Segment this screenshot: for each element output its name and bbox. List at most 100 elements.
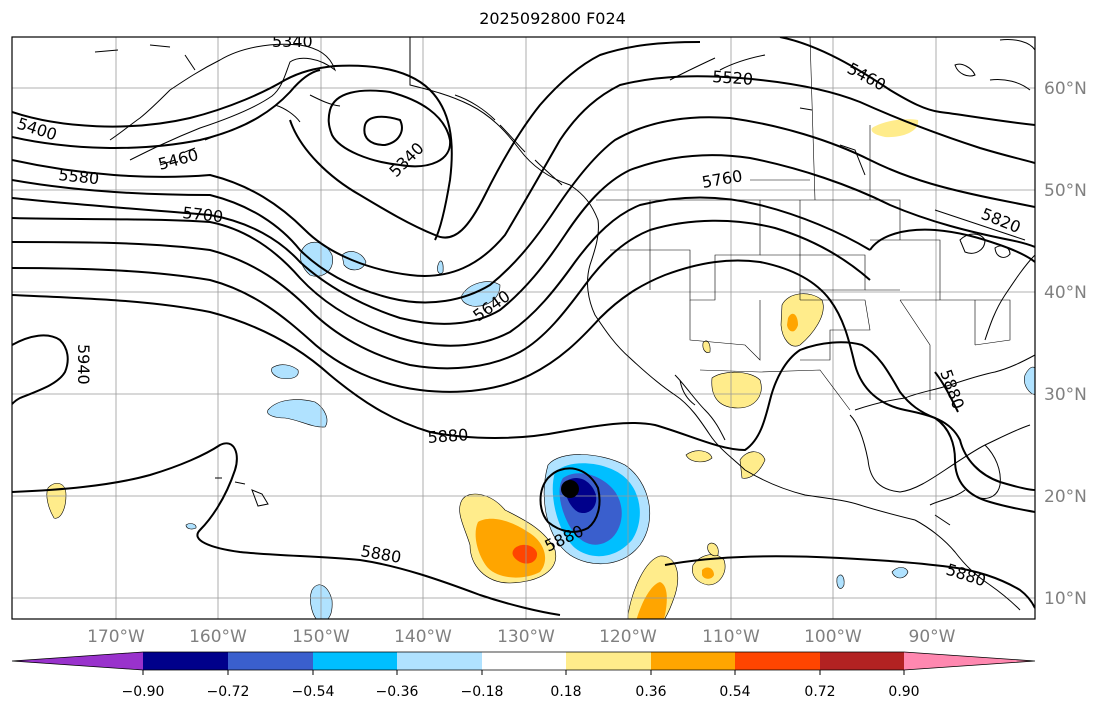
contour-label: 5340 bbox=[272, 32, 313, 51]
colorbar: −0.90 −0.72 −0.54 −0.36 −0.18 0.18 0.36 … bbox=[11, 651, 1036, 700]
positive-anomaly-nm bbox=[702, 340, 711, 353]
contour-label: 5940 bbox=[74, 344, 93, 385]
lat-label: 60°N bbox=[1044, 79, 1087, 99]
colorbar-bin bbox=[397, 652, 482, 670]
lon-label: 100°W bbox=[804, 627, 862, 647]
contour-label: 5880 bbox=[944, 560, 989, 591]
negative-anomaly-gulf bbox=[1024, 366, 1035, 396]
coastlines bbox=[94, 37, 1035, 611]
colorbar-under-extension bbox=[12, 652, 143, 670]
lon-label: 140°W bbox=[394, 627, 452, 647]
positive-anomaly-hawaii bbox=[46, 482, 67, 519]
contour-5340-inner bbox=[363, 115, 403, 147]
colorbar-bin bbox=[566, 652, 651, 670]
contour-5820 bbox=[12, 259, 1035, 491]
contour-5880-main bbox=[12, 294, 1035, 513]
lat-label: 40°N bbox=[1044, 283, 1087, 303]
contour-5460-east bbox=[779, 37, 1035, 126]
colorbar-tick-label: 0.72 bbox=[804, 684, 835, 700]
positive-anomaly-canada bbox=[871, 119, 919, 138]
colorbar-tick-label: −0.36 bbox=[376, 684, 419, 700]
lat-label: 20°N bbox=[1044, 487, 1087, 507]
colorbar-bin bbox=[735, 652, 820, 670]
contour-label: 5880 bbox=[359, 541, 402, 567]
positive-anomaly-small-2 bbox=[707, 542, 719, 557]
colorbar-over-extension bbox=[904, 652, 1035, 670]
contour-label: 5700 bbox=[182, 203, 224, 226]
contour-5460-south bbox=[289, 41, 701, 239]
storm-center-marker bbox=[561, 480, 579, 498]
colorbar-bin bbox=[313, 652, 397, 670]
colorbar-bin bbox=[820, 652, 904, 670]
plot-frame bbox=[11, 36, 1036, 620]
colorbar-tick-label: −0.18 bbox=[461, 684, 504, 700]
lat-label: 30°N bbox=[1044, 385, 1087, 405]
colorbar-tick-label: −0.72 bbox=[207, 684, 250, 700]
negative-anomaly-small-2 bbox=[185, 523, 197, 530]
contour-5700 bbox=[12, 196, 871, 347]
lon-label: 120°W bbox=[599, 627, 657, 647]
contour-label: 5880 bbox=[936, 367, 968, 412]
positive-anomaly-baja bbox=[685, 450, 713, 463]
contour-5520 bbox=[12, 75, 1035, 277]
colorbar-tick-label: 0.18 bbox=[550, 684, 581, 700]
lon-label: 130°W bbox=[497, 627, 555, 647]
positive-anomaly-small-1-core bbox=[702, 567, 714, 579]
negative-anomaly-small-1 bbox=[836, 574, 845, 589]
lon-label: 150°W bbox=[292, 627, 350, 647]
negative-anomaly-pacific-3 bbox=[461, 281, 501, 307]
negative-anomaly-small-3 bbox=[437, 260, 444, 274]
contour-label: 5580 bbox=[58, 165, 100, 188]
latitude-labels: 60°N 50°N 40°N 30°N 20°N 10°N bbox=[1044, 79, 1087, 609]
negative-anomaly-central-america bbox=[891, 567, 909, 579]
contour-5760 bbox=[12, 219, 871, 370]
contour-5880-south bbox=[664, 555, 1035, 609]
negative-anomaly-pacific-5 bbox=[267, 399, 328, 428]
lon-label: 160°W bbox=[189, 627, 247, 647]
contour-5940-gulf bbox=[934, 371, 959, 413]
contour-5940 bbox=[12, 334, 69, 405]
map-title: 2025092800 F024 bbox=[479, 9, 626, 28]
contour-labels: 5340 5340 5400 5460 5460 5520 5580 5640 … bbox=[15, 32, 1024, 591]
positive-anomaly-rockies bbox=[780, 293, 824, 347]
positive-anomaly-rockies-core bbox=[787, 313, 798, 332]
contour-5820-north bbox=[869, 228, 1035, 263]
colorbar-bin bbox=[651, 652, 735, 670]
positive-anomaly-south-mid bbox=[636, 582, 667, 619]
negative-anomaly-pacific-4 bbox=[271, 364, 299, 380]
contour-5340-ring bbox=[327, 89, 452, 168]
height-contours bbox=[12, 37, 1035, 616]
positive-anomaly-mexico bbox=[711, 371, 762, 409]
contour-label: 5460 bbox=[156, 145, 200, 174]
colorbar-bin bbox=[143, 652, 228, 670]
longitude-labels: 170°W 160°W 150°W 140°W 130°W 120°W 110°… bbox=[87, 627, 956, 647]
colorbar-bin bbox=[228, 652, 313, 670]
colorbar-tick-label: 0.54 bbox=[719, 684, 750, 700]
contour-label: 5460 bbox=[844, 59, 889, 95]
contour-5400 bbox=[12, 64, 453, 241]
contour-label: 5340 bbox=[385, 139, 427, 181]
contour-5880-west bbox=[12, 442, 561, 616]
lon-label: 90°W bbox=[909, 627, 956, 647]
contour-label: 5520 bbox=[712, 67, 754, 89]
colorbar-bin bbox=[482, 652, 566, 670]
lat-label: 50°N bbox=[1044, 181, 1087, 201]
contour-label: 5880 bbox=[427, 425, 469, 447]
positive-anomaly-mexico-small bbox=[739, 451, 766, 479]
lat-label: 10°N bbox=[1044, 589, 1087, 609]
lat-lon-grid bbox=[12, 37, 1035, 619]
colorbar-tick-label: −0.90 bbox=[122, 684, 165, 700]
contour-5460-west bbox=[12, 69, 321, 149]
positive-anomaly-core bbox=[512, 544, 538, 564]
contour-5640 bbox=[12, 154, 1035, 325]
political-borders bbox=[409, 37, 1011, 411]
colorbar-tick-label: 0.90 bbox=[888, 684, 919, 700]
lon-label: 110°W bbox=[702, 627, 760, 647]
colorbar-tick-label: −0.54 bbox=[292, 684, 335, 700]
contour-label: 5760 bbox=[700, 166, 743, 192]
contour-5580 bbox=[12, 116, 1035, 304]
colorbar-tick-label: 0.36 bbox=[635, 684, 666, 700]
lon-label: 170°W bbox=[87, 627, 145, 647]
contour-5880-hurricane bbox=[539, 467, 601, 533]
